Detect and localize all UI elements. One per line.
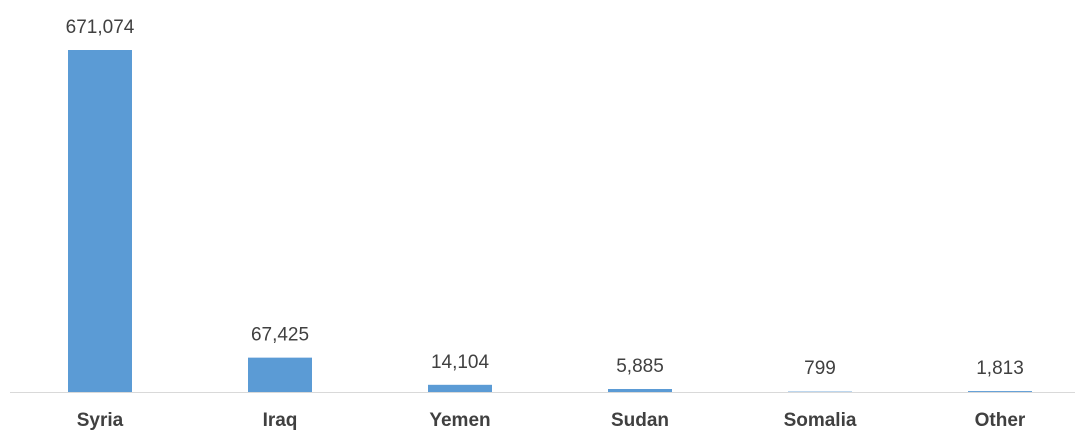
x-tick-label: Other <box>975 410 1026 431</box>
data-label: 1,813 <box>976 358 1024 379</box>
bar <box>428 384 492 392</box>
x-tick-label: Somalia <box>784 410 857 431</box>
bar <box>608 389 672 392</box>
data-label: 799 <box>804 358 836 379</box>
x-tick-label: Syria <box>77 410 124 431</box>
data-label: 671,074 <box>66 17 135 38</box>
x-tick-label: Sudan <box>611 410 669 431</box>
x-tick-label: Yemen <box>429 410 490 431</box>
bar <box>68 50 132 392</box>
bar <box>248 357 312 392</box>
data-label: 14,104 <box>431 352 490 373</box>
x-tick-label: Iraq <box>263 410 298 431</box>
data-label: 67,425 <box>251 325 309 346</box>
bar <box>968 391 1032 392</box>
data-label: 5,885 <box>616 356 664 377</box>
